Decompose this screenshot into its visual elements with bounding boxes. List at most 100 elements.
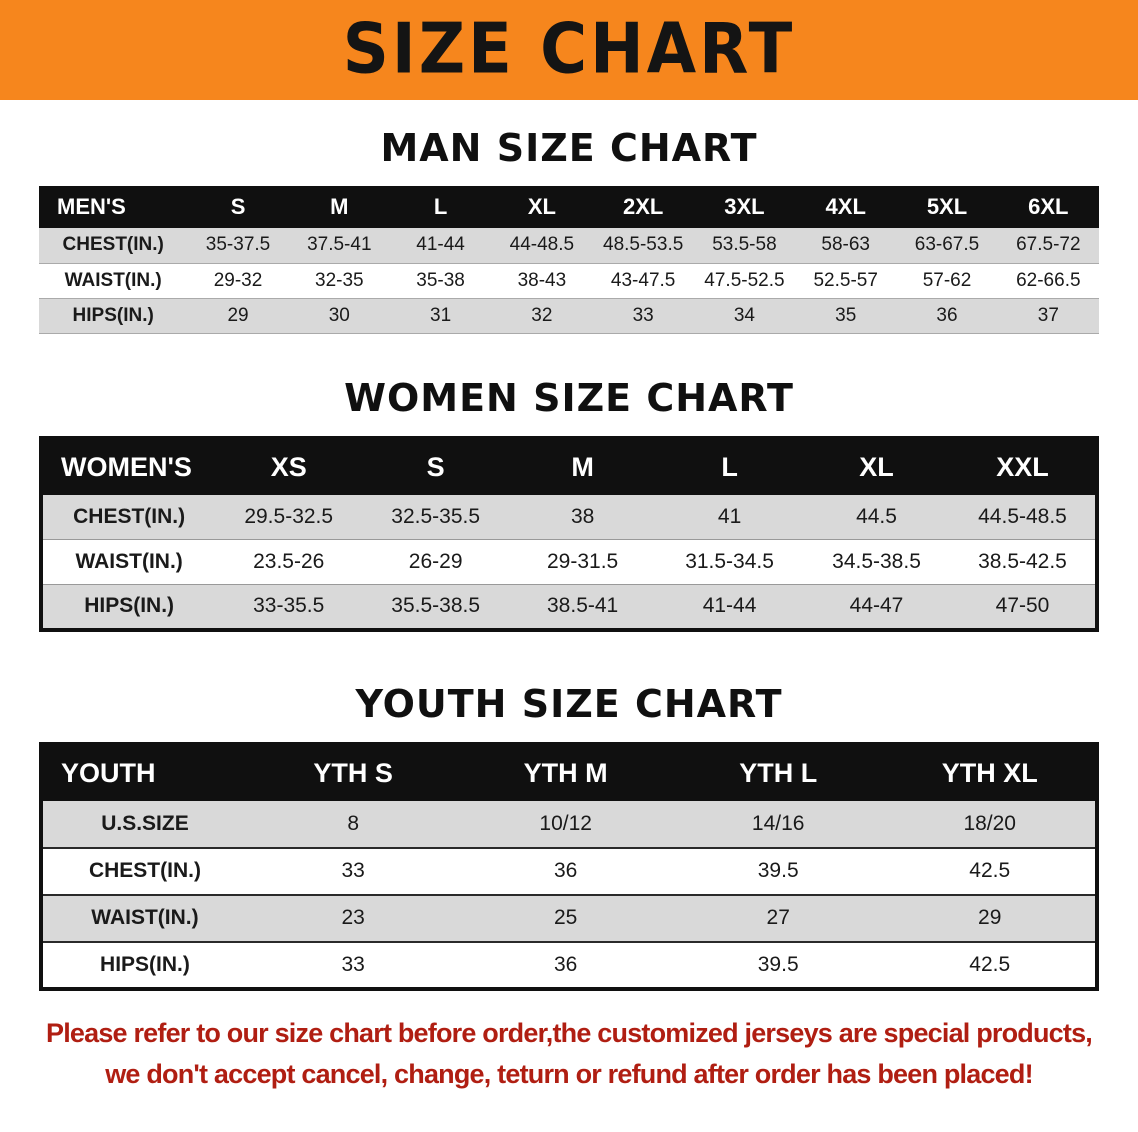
table-group-label: WOMEN'S: [41, 437, 216, 495]
size-value: 44-48.5: [509, 234, 575, 256]
size-value: 44.5: [856, 504, 897, 528]
size-value: 37: [1037, 304, 1059, 326]
size-value: 33: [341, 952, 365, 976]
size-value: 41: [717, 504, 742, 528]
size-column-header: YTH XL: [884, 743, 1097, 801]
size-value: 14/16: [751, 811, 805, 835]
size-value: 36: [936, 304, 958, 326]
size-value: 35: [835, 304, 857, 326]
page-title: SIZE CHART: [342, 10, 796, 90]
measurement-row: WAIST(IN.) 23 25 27 29: [41, 894, 1097, 942]
measurement-row: HIPS(IN.) 33 36 39.5 42.5: [41, 942, 1097, 989]
measurement-row: CHEST(IN.) 33 36 39.5 42.5: [41, 848, 1097, 895]
size-column-header: L: [656, 437, 804, 495]
size-value: 32-35: [315, 269, 364, 291]
measurement-label: HIPS(IN.): [100, 952, 190, 976]
size-column-header: 2XL: [592, 186, 694, 228]
size-value: 35.5-38.5: [391, 594, 481, 618]
size-value: 38.5-41: [547, 594, 619, 618]
size-column-header: L: [389, 186, 492, 228]
size-value: 48.5-53.5: [603, 234, 684, 256]
table-group-label: YOUTH: [41, 743, 247, 801]
table-group-label: MEN'S: [39, 186, 188, 228]
size-value: 47.5-52.5: [704, 269, 785, 291]
size-column-header: YTH M: [459, 743, 672, 801]
women-size-chart-section: WOMEN SIZE CHART WOMEN'S XS S M L XL XXL CHEST(…: [0, 376, 1138, 632]
size-value: 58-63: [821, 234, 871, 256]
size-value: 29-31.5: [547, 550, 619, 573]
size-column-header: XXL: [950, 437, 1097, 495]
measurement-row: CHEST(IN.) 35-37.5 37.5-41 41-44 44-48.5 48.5…: [39, 228, 1099, 263]
youth-size-chart-section: YOUTH SIZE CHART YOUTH YTH S YTH M YTH L YTH…: [0, 682, 1138, 991]
measurement-label: WAIST(IN.): [91, 906, 199, 929]
measurement-label: CHEST(IN.): [73, 504, 186, 528]
size-value: 29: [978, 906, 1002, 929]
measurement-row: U.S.SIZE 8 10/12 14/16 18/20: [41, 800, 1097, 848]
women-size-table: WOMEN'S XS S M L XL XXL CHEST(IN.) 29.5-32.5 32.5…: [39, 435, 1099, 632]
table-header-row: YOUTH YTH S YTH M YTH L YTH XL: [41, 743, 1097, 801]
men-size-table: MEN'S S M L XL 2XL 3XL 4XL 5XL 6XL CHEST(IN.) 35-37…: [39, 186, 1099, 334]
charts: MAN SIZE CHART MEN'S S M L XL 2XL 3XL 4XL 5XL 6XL…: [0, 126, 1138, 991]
size-value: 32: [531, 304, 553, 326]
size-column-header: S: [187, 186, 289, 228]
size-value: 42.5: [969, 952, 1011, 976]
size-value: 63-67.5: [914, 234, 980, 256]
measurement-row: WAIST(IN.) 23.5-26 26-29 29-31.5 31.5-34.5 34…: [41, 540, 1097, 585]
size-value: 39.5: [757, 859, 799, 882]
banner: SIZE CHART: [0, 0, 1138, 100]
size-value: 10/12: [539, 811, 592, 835]
size-column-header: XL: [491, 186, 593, 228]
size-value: 18/20: [963, 811, 1016, 835]
measurement-row: HIPS(IN.) 29 30 31 32 33 34 35 36 37: [39, 298, 1099, 333]
disclaimer-line-1: Please refer to our size chart before or…: [45, 1017, 1093, 1048]
size-value: 27: [766, 906, 790, 929]
size-column-header: 6XL: [997, 186, 1099, 228]
size-value: 29.5-32.5: [244, 504, 334, 528]
size-value: 67.5-72: [1016, 234, 1081, 256]
size-value: 33: [341, 859, 365, 882]
size-value: 36: [554, 859, 578, 882]
youth-chart-title: YOUTH SIZE CHART: [355, 681, 783, 726]
men-chart-title: MAN SIZE CHART: [380, 126, 758, 170]
measurement-label: WAIST(IN.): [64, 269, 162, 291]
size-value: 38-43: [517, 269, 567, 291]
size-value: 25: [554, 906, 578, 929]
size-column-header: YTH L: [671, 743, 885, 801]
size-value: 34: [733, 304, 755, 326]
size-column-header: YTH S: [246, 743, 460, 801]
size-value: 33: [632, 304, 654, 326]
size-chart-page: SIZE CHART MAN SIZE CHART MEN'S S M L XL 2XL 3…: [0, 0, 1138, 1097]
size-value: 53.5-58: [712, 234, 777, 256]
table-header-row: MEN'S S M L XL 2XL 3XL 4XL 5XL 6XL: [39, 186, 1099, 228]
size-column-header: XS: [215, 437, 363, 495]
size-value: 41-44: [416, 234, 465, 256]
disclaimer-line-2: we don't accept cancel, change, teturn o…: [105, 1059, 1033, 1090]
disclaimer: Please refer to our size chart before or…: [0, 1013, 1138, 1097]
size-value: 35-37.5: [205, 234, 271, 256]
size-value: 43-47.5: [610, 269, 676, 291]
size-value: 32.5-35.5: [391, 504, 481, 528]
size-column-header: XL: [803, 437, 950, 495]
size-value: 37.5-41: [307, 234, 372, 256]
size-value: 23: [341, 906, 365, 929]
size-value: 31: [430, 304, 452, 326]
measurement-label: HIPS(IN.): [84, 594, 175, 618]
size-value: 33-35.5: [253, 594, 325, 618]
size-value: 23.5-26: [253, 550, 325, 573]
size-value: 34.5-38.5: [832, 550, 921, 573]
size-column-header: 3XL: [693, 186, 796, 228]
measurement-label: CHEST(IN.): [88, 859, 201, 882]
size-value: 62-66.5: [1016, 269, 1081, 291]
size-value: 8: [347, 811, 359, 835]
measurement-row: WAIST(IN.) 29-32 32-35 35-38 38-43 43-47.5 47.…: [39, 263, 1099, 298]
size-value: 44.5-48.5: [978, 504, 1067, 528]
size-value: 52.5-57: [813, 269, 878, 291]
size-column-header: 5XL: [896, 186, 998, 228]
size-value: 39.5: [757, 952, 799, 976]
table-header-row: WOMEN'S XS S M L XL XXL: [41, 437, 1097, 495]
size-value: 29-32: [213, 269, 263, 291]
size-value: 44-47: [849, 594, 904, 618]
size-value: 38.5-42.5: [978, 550, 1067, 573]
size-column-header: S: [362, 437, 510, 495]
measurement-label: CHEST(IN.): [62, 234, 164, 256]
